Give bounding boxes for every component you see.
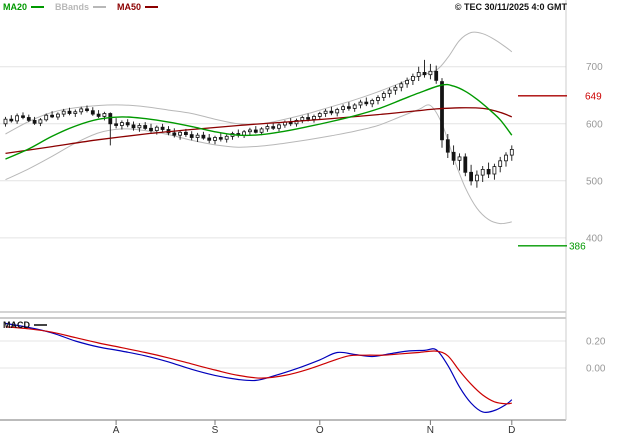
macd-tick-label: 0.00 xyxy=(586,364,606,375)
macd-macd-line xyxy=(5,322,513,413)
legend-item-bbands: BBands xyxy=(55,2,107,12)
price-legend: MA20 BBands MA50 xyxy=(3,2,159,12)
price-tick-label: 700 xyxy=(586,62,603,73)
legend-ma50-label: MA50 xyxy=(117,2,142,12)
copyright-text: © TEC 30/11/2025 4:0 GMT xyxy=(454,2,567,12)
legend-bbands-swatch xyxy=(93,6,107,8)
price-tick-label: 400 xyxy=(586,233,603,244)
bollinger-lower-line xyxy=(5,104,512,225)
month-label: N xyxy=(427,425,434,436)
resistance-level-label: 649 xyxy=(585,91,602,102)
gridlines: 700 600 500 400 0.20 0.00 xyxy=(0,62,606,375)
legend-item-ma50: MA50 xyxy=(117,2,159,12)
macd-legend: MACD xyxy=(3,320,47,330)
legend-bbands-label: BBands xyxy=(55,2,90,12)
macd-tick-label: 0.20 xyxy=(586,337,606,348)
legend-item-ma20: MA20 xyxy=(3,2,45,12)
support-level-label: 386 xyxy=(569,241,586,252)
price-tick-label: 500 xyxy=(586,176,603,187)
ma50-line xyxy=(5,107,513,155)
month-label: O xyxy=(316,425,324,436)
ma20-line xyxy=(5,83,513,160)
month-label: A xyxy=(113,425,120,436)
price-tick-label: 600 xyxy=(586,119,603,130)
legend-ma50-swatch xyxy=(145,6,159,8)
month-label: D xyxy=(508,425,515,436)
panel-borders xyxy=(0,0,567,421)
macd-legend-label: MACD xyxy=(3,320,30,330)
month-label: S xyxy=(212,425,219,436)
macd-legend-swatch xyxy=(34,324,47,326)
legend-ma20-swatch xyxy=(31,6,45,8)
legend-ma20-label: MA20 xyxy=(3,2,28,12)
macd-signal-line xyxy=(5,326,512,405)
